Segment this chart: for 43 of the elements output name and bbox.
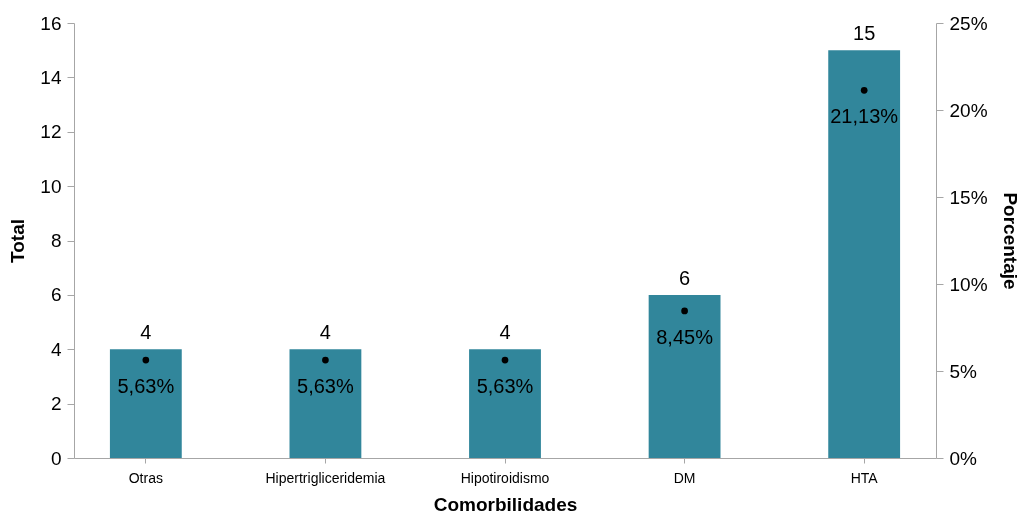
data-label: 8,45%	[656, 325, 714, 348]
y-tick-label: 2	[50, 393, 62, 415]
data-label: 21,13%	[830, 105, 899, 128]
bar	[469, 349, 541, 458]
x-tick-label: Otras	[128, 469, 163, 486]
y2-tick-label: 5%	[949, 360, 978, 382]
y-axis-title: Total	[7, 219, 29, 263]
data-label: 15	[853, 22, 876, 45]
y-tick-label: 4	[50, 338, 62, 360]
x-tick-label: Hipertrigliceridemia	[265, 469, 386, 486]
bar	[109, 349, 182, 458]
y-tick-label: 10	[40, 175, 62, 197]
y-tick-label: 6	[50, 284, 62, 306]
bar	[648, 294, 721, 458]
data-label: 4	[319, 321, 331, 344]
y2-tick-label: 25%	[949, 12, 988, 34]
point	[322, 356, 329, 364]
y-tick-label: 14	[40, 66, 62, 88]
y-tick-label: 8	[50, 230, 62, 251]
y-tick-label: 0	[50, 447, 62, 469]
x-axis-title: Comorbilidades	[433, 493, 578, 515]
data-label: 5,63%	[476, 375, 534, 398]
data-label: 6	[679, 266, 691, 289]
point	[681, 307, 688, 315]
y2-tick-label: 0%	[949, 447, 978, 469]
y-tick-label: 12	[40, 121, 62, 143]
bar	[828, 50, 901, 458]
x-tick-label: DM	[673, 469, 696, 486]
data-label: 4	[140, 321, 152, 344]
data-label: 5,63%	[117, 375, 175, 398]
bar	[289, 349, 362, 458]
point	[142, 356, 150, 364]
x-tick-label: HTA	[850, 469, 879, 486]
y2-tick-label: 20%	[949, 99, 988, 121]
point	[501, 356, 509, 364]
point	[860, 86, 868, 94]
y2-axis-title: Porcentaje	[999, 192, 1021, 290]
y2-tick-label: 10%	[949, 273, 988, 295]
y-tick-label: 16	[40, 12, 62, 34]
data-label: 5,63%	[297, 375, 354, 398]
data-label: 4	[499, 321, 511, 344]
y2-tick-label: 15%	[949, 186, 988, 208]
x-tick-label: Hipotiroidismo	[460, 469, 550, 486]
